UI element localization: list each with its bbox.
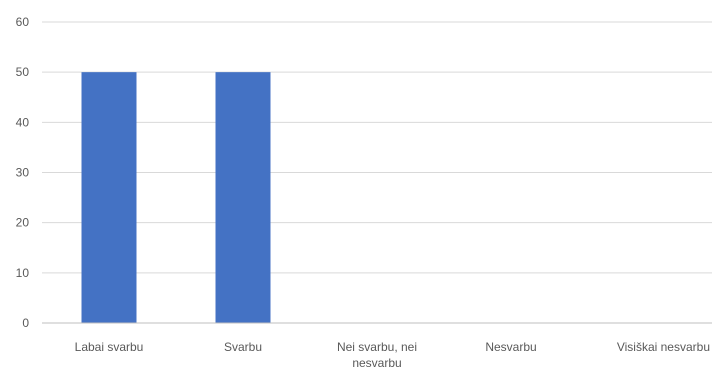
- x-tick-label: Nei svarbu, nei nesvarbu: [337, 340, 417, 370]
- y-tick-label: 30: [16, 166, 30, 180]
- bars: [81, 72, 271, 324]
- x-tick-label-line: nesvarbu: [352, 356, 401, 370]
- x-tick-label: Labai svarbu: [75, 340, 144, 354]
- x-tick-label: Nesvarbu: [485, 340, 536, 354]
- y-tick-label: 40: [16, 115, 30, 129]
- x-axis-labels: Labai svarbu Svarbu Nei svarbu, nei nesvarb…: [75, 340, 710, 370]
- x-tick-label: Svarbu: [224, 340, 262, 354]
- bar-1: [215, 72, 271, 324]
- x-tick-label-line: Nesvarbu: [485, 340, 536, 354]
- gridlines: [42, 21, 712, 274]
- x-tick-label-line: Visiškai nesvarbu: [617, 340, 710, 354]
- bar-0: [81, 72, 137, 324]
- x-tick-label-line: Nei svarbu, nei: [337, 340, 417, 354]
- x-tick-label-line: Svarbu: [224, 340, 262, 354]
- y-tick-label: 0: [22, 316, 29, 330]
- x-tick-label-line: Labai svarbu: [75, 340, 144, 354]
- y-tick-label: 20: [16, 216, 30, 230]
- y-tick-label: 60: [16, 15, 30, 29]
- y-axis-ticks: 0 10 20 30 40 50 60: [16, 15, 30, 330]
- y-tick-label: 50: [16, 65, 30, 79]
- y-tick-label: 10: [16, 266, 30, 280]
- x-tick-label: Visiškai nesvarbu: [617, 340, 710, 354]
